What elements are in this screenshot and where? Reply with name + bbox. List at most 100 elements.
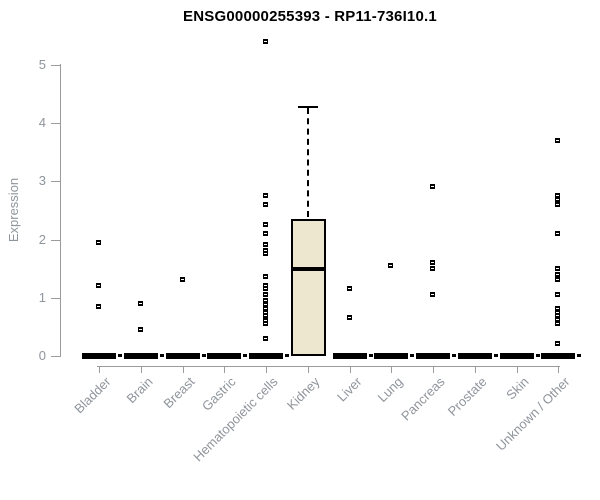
outlier-point [263, 292, 268, 297]
y-axis-tick-label: 4 [38, 115, 46, 130]
x-axis-tick [558, 366, 559, 373]
outlier-point-dash [264, 41, 267, 42]
boxplot-zero-whisker-nub [285, 354, 289, 357]
outlier-point-dash [264, 312, 267, 313]
boxplot-zero-bar [500, 353, 534, 359]
outlier-point-dash [264, 320, 267, 321]
outlier-point [263, 302, 268, 307]
outlier-point [96, 283, 101, 288]
outlier-point-dash [264, 300, 267, 301]
x-axis-tick [308, 366, 309, 373]
outlier-point-dash [264, 315, 267, 316]
outlier-point [555, 202, 560, 207]
outlier-point [555, 277, 560, 282]
boxplot-box [291, 219, 326, 356]
outlier-point [430, 260, 435, 265]
y-axis-line [60, 64, 61, 357]
outlier-point-dash [264, 250, 267, 251]
outlier-point-dash [556, 195, 559, 196]
boxplot-zero-whisker-nub [577, 354, 581, 357]
outlier-point-dash [139, 329, 142, 330]
y-axis-tick-label: 5 [38, 57, 46, 72]
boxplot-zero-bar [82, 353, 116, 359]
outlier-point-dash [556, 204, 559, 205]
boxplot-zero-whisker-nub [243, 354, 247, 357]
outlier-point [263, 39, 268, 44]
outlier-point [263, 202, 268, 207]
boxplot-zero-whisker-nub [202, 354, 206, 357]
x-axis-tick [350, 366, 351, 373]
outlier-point-dash [431, 186, 434, 187]
outlier-point-dash [556, 343, 559, 344]
outlier-point [555, 197, 560, 202]
y-axis-tick [51, 123, 60, 124]
boxplot-zero-whisker-nub [118, 354, 122, 357]
outlier-point-dash [431, 294, 434, 295]
outlier-point-dash [348, 317, 351, 318]
outlier-point-dash [264, 244, 267, 245]
boxplot-zero-bar [207, 353, 241, 359]
y-axis-tick-label: 3 [38, 173, 46, 188]
outlier-point [430, 292, 435, 297]
outlier-point-dash [556, 199, 559, 200]
outlier-point [555, 341, 560, 346]
outlier-point-dash [556, 140, 559, 141]
boxplot-zero-whisker-nub [494, 354, 498, 357]
boxplot-zero-bar [333, 353, 367, 359]
outlier-point [555, 272, 560, 277]
outlier-point [263, 286, 268, 291]
outlier-point [555, 306, 560, 311]
y-axis-tick-label: 2 [38, 232, 46, 247]
outlier-point-dash [181, 279, 184, 280]
y-axis-tick [51, 356, 60, 357]
outlier-point [555, 138, 560, 143]
outlier-point [263, 298, 268, 303]
boxplot-zero-whisker-nub [410, 354, 414, 357]
outlier-point [555, 310, 560, 315]
outlier-point-dash [348, 288, 351, 289]
x-axis-tick [99, 366, 100, 373]
outlier-point [263, 248, 268, 253]
outlier-point-dash [556, 308, 559, 309]
boxplot-whisker-line [307, 107, 309, 218]
outlier-point-dash [556, 294, 559, 295]
outlier-point [555, 193, 560, 198]
outlier-point-dash [264, 294, 267, 295]
y-axis-tick [51, 181, 60, 182]
outlier-point [555, 231, 560, 236]
outlier-point [263, 242, 268, 247]
outlier-point [138, 327, 143, 332]
chart-title: ENSG00000255393 - RP11-736I10.1 [183, 8, 437, 25]
outlier-point [263, 313, 268, 318]
boxplot-zero-bar [249, 353, 283, 359]
outlier-point-dash [264, 195, 267, 196]
outlier-point [263, 336, 268, 341]
boxplot-zero-whisker-nub [536, 354, 540, 357]
boxplot-zero-bar [166, 353, 200, 359]
outlier-point-dash [556, 233, 559, 234]
outlier-point-dash [556, 319, 559, 320]
outlier-point-dash [264, 308, 267, 309]
outlier-point [555, 313, 560, 318]
y-axis-tick-label: 1 [38, 290, 46, 305]
outlier-point [347, 315, 352, 320]
boxplot-zero-bar [374, 353, 408, 359]
outlier-point [263, 222, 268, 227]
outlier-point [263, 306, 268, 311]
outlier-point-dash [264, 204, 267, 205]
outlier-point [555, 321, 560, 326]
outlier-point [138, 301, 143, 306]
x-axis-tick [224, 366, 225, 373]
outlier-point [555, 292, 560, 297]
boxplot-zero-bar [458, 353, 492, 359]
outlier-point [555, 317, 560, 322]
boxplot-zero-whisker-nub [369, 354, 373, 357]
x-axis-tick [475, 366, 476, 373]
boxplot-whisker-cap [298, 106, 318, 108]
outlier-point-dash [431, 262, 434, 263]
outlier-point [388, 263, 393, 268]
y-axis-tick [51, 65, 60, 66]
outlier-point-dash [264, 288, 267, 289]
outlier-point-dash [556, 279, 559, 280]
